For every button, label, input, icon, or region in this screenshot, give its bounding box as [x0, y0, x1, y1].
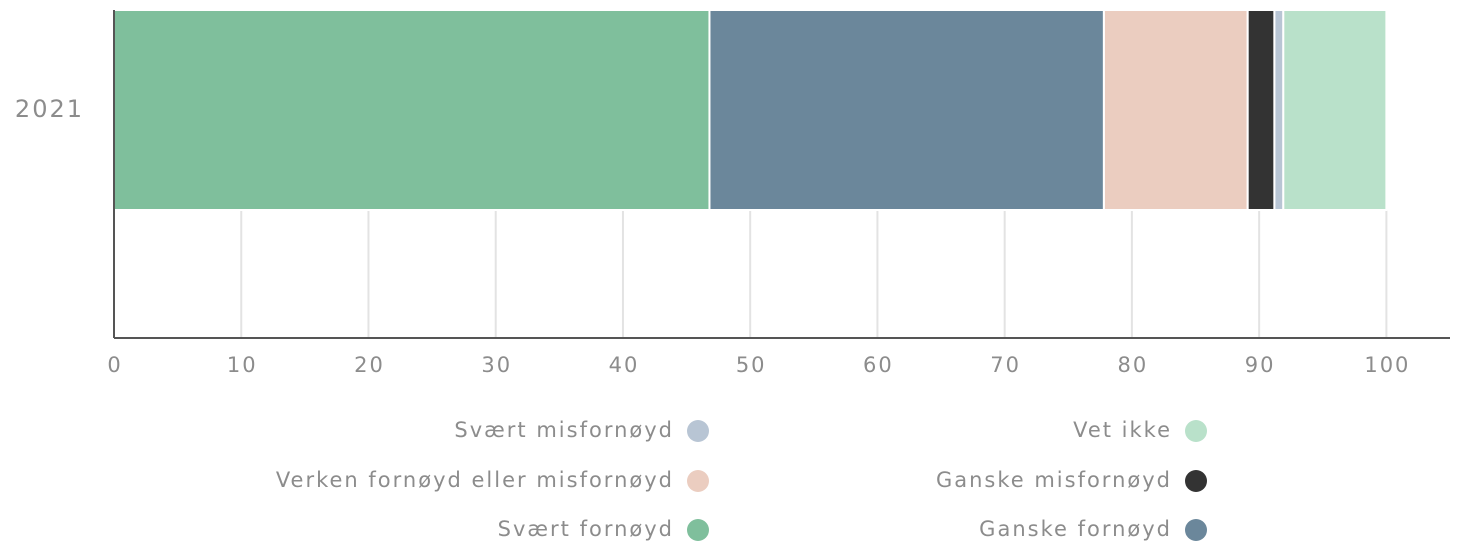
legend-label: Svært misfornøyd: [454, 418, 674, 442]
x-tick-label: 60: [863, 353, 894, 377]
legend-label: Verken fornøyd eller misfornøyd: [276, 468, 674, 492]
legend-label: Ganske fornøyd: [979, 517, 1172, 541]
legend-label: Ganske misfornøyd: [936, 468, 1172, 492]
legend-label: Svært fornøyd: [498, 517, 674, 541]
x-tick-label: 20: [354, 353, 385, 377]
legend-swatch: [687, 420, 709, 442]
bar-segment: [1273, 9, 1285, 211]
y-tick-label: 2021: [15, 95, 84, 123]
x-tick-label: 50: [736, 353, 767, 377]
legend-swatch: [1185, 420, 1207, 442]
x-tick-label: 30: [481, 353, 512, 377]
bar-segment: [1282, 9, 1388, 211]
bar-segment: [1246, 9, 1276, 211]
legend-swatch: [687, 470, 709, 492]
legend-label: Vet ikke: [1073, 418, 1172, 442]
bar-segment: [708, 9, 1105, 211]
legend-swatch: [1185, 519, 1207, 541]
x-tick-label: 0: [107, 353, 122, 377]
x-tick-label: 70: [990, 353, 1021, 377]
x-tick-label: 40: [609, 353, 640, 377]
x-tick-label: 80: [1118, 353, 1149, 377]
x-tick-label: 90: [1245, 353, 1276, 377]
bar-segment: [113, 9, 711, 211]
x-tick-label: 10: [227, 353, 258, 377]
legend-swatch: [1185, 470, 1207, 492]
x-tick-label: 100: [1364, 353, 1410, 377]
legend-swatch: [687, 519, 709, 541]
bar-segment: [1102, 9, 1249, 211]
